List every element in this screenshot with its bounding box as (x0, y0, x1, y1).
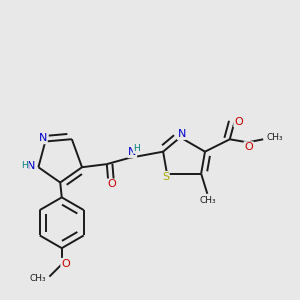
Text: CH₃: CH₃ (30, 274, 46, 283)
Text: N: N (178, 129, 186, 139)
Text: CH₃: CH₃ (267, 133, 284, 142)
Text: CH₃: CH₃ (200, 196, 217, 205)
Text: S: S (162, 172, 169, 182)
Text: N: N (27, 161, 35, 171)
Text: H: H (21, 161, 28, 170)
Text: O: O (61, 259, 70, 269)
Text: O: O (107, 179, 116, 189)
Text: O: O (244, 142, 253, 152)
Text: H: H (134, 144, 140, 153)
Text: O: O (234, 117, 243, 127)
Text: N: N (128, 147, 136, 158)
Text: N: N (39, 134, 47, 143)
